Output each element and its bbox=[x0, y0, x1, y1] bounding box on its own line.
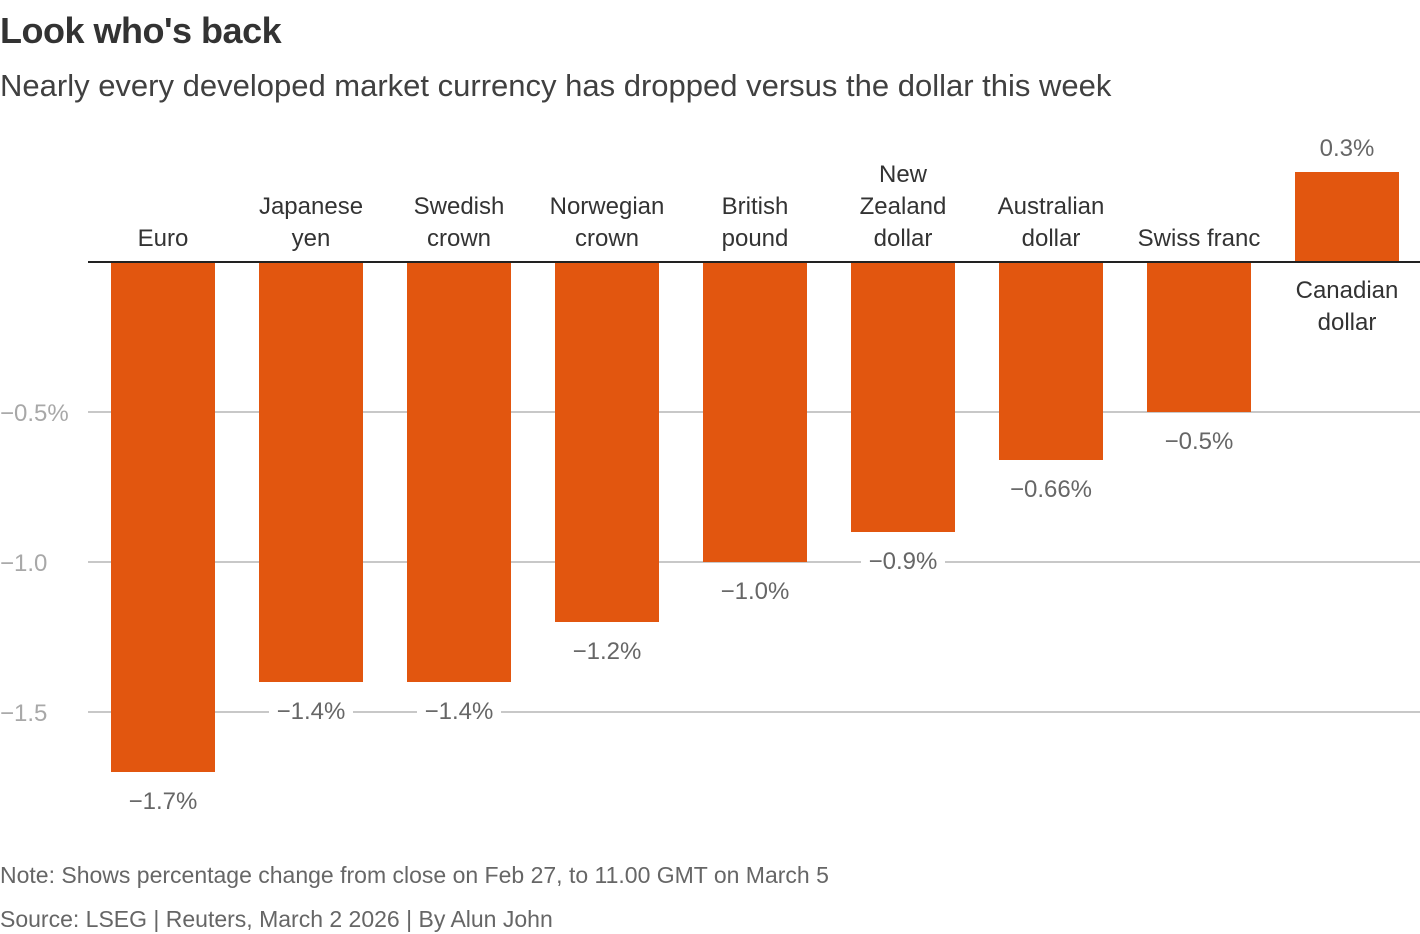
category-label: Norwegian bbox=[550, 193, 665, 220]
y-tick-label: −1.0 bbox=[0, 550, 47, 577]
category-label: yen bbox=[292, 225, 331, 252]
value-label-background bbox=[1305, 132, 1389, 162]
value-label-background bbox=[565, 635, 649, 665]
value-label-background bbox=[1009, 473, 1093, 503]
category-label: dollar bbox=[874, 225, 933, 252]
category-label: dollar bbox=[1318, 309, 1377, 336]
category-label: New bbox=[879, 161, 928, 188]
category-label: Swedish bbox=[414, 193, 505, 220]
value-label: −1.4% bbox=[277, 698, 346, 725]
category-label: pound bbox=[722, 225, 789, 252]
chart-note: Note: Shows percentage change from close… bbox=[0, 862, 829, 888]
chart-subtitle: Nearly every developed market currency h… bbox=[0, 68, 1112, 103]
bar bbox=[999, 262, 1103, 460]
category-label: Euro bbox=[138, 225, 189, 252]
bar bbox=[703, 262, 807, 562]
category-label: dollar bbox=[1022, 225, 1081, 252]
value-label: 0.3% bbox=[1320, 135, 1375, 162]
bar bbox=[1147, 262, 1251, 412]
bar bbox=[259, 262, 363, 682]
chart-title: Look who's back bbox=[0, 10, 282, 51]
bar bbox=[555, 262, 659, 622]
value-label: −1.7% bbox=[129, 788, 198, 815]
y-tick-label: −1.5 bbox=[0, 700, 47, 727]
category-label: Australian bbox=[998, 193, 1105, 220]
value-label: −1.0% bbox=[721, 578, 790, 605]
value-label-background bbox=[417, 695, 501, 725]
value-label: −1.4% bbox=[425, 698, 494, 725]
category-label: crown bbox=[427, 225, 491, 252]
category-label: Swiss franc bbox=[1138, 225, 1261, 252]
value-label-background bbox=[1157, 425, 1241, 455]
category-label: Canadian bbox=[1296, 277, 1399, 304]
value-label: −0.66% bbox=[1010, 476, 1092, 503]
value-label: −0.5% bbox=[1165, 428, 1234, 455]
bar bbox=[407, 262, 511, 682]
bar bbox=[1295, 172, 1399, 262]
category-label: Zealand bbox=[860, 193, 947, 220]
value-label-background bbox=[861, 545, 945, 575]
bar bbox=[851, 262, 955, 532]
y-tick-label: −0.5% bbox=[0, 400, 69, 427]
value-label-background bbox=[121, 785, 205, 815]
value-label-background bbox=[269, 695, 353, 725]
category-label: British bbox=[722, 193, 789, 220]
value-label: −1.2% bbox=[573, 638, 642, 665]
category-label: Japanese bbox=[259, 193, 363, 220]
value-label: −0.9% bbox=[869, 548, 938, 575]
value-label-background bbox=[713, 575, 797, 605]
category-label: crown bbox=[575, 225, 639, 252]
bar bbox=[111, 262, 215, 772]
chart-source: Source: LSEG | Reuters, March 2 2026 | B… bbox=[0, 906, 553, 932]
